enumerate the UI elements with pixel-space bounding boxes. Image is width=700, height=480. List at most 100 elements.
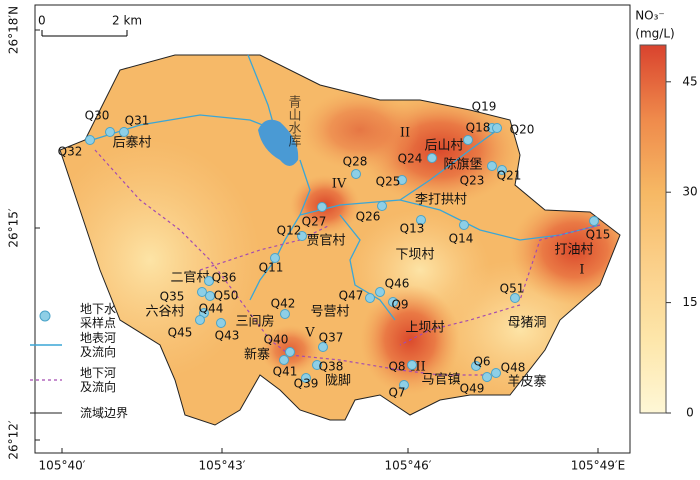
sample-point bbox=[205, 291, 215, 301]
latitude-label: 26°15′ bbox=[7, 208, 21, 248]
sample-label: Q25 bbox=[376, 175, 401, 189]
sample-point bbox=[459, 220, 469, 230]
colorbar-unit: (mg/L) bbox=[635, 27, 674, 41]
place-label: 母猪洞 bbox=[507, 316, 546, 331]
legend-sample-icon bbox=[39, 310, 51, 322]
sample-point bbox=[195, 315, 205, 325]
place-label: 后寨村 bbox=[112, 135, 151, 151]
sample-label: Q36 bbox=[212, 271, 237, 285]
sample-label: Q51 bbox=[500, 282, 525, 296]
place-label: 上坝村 bbox=[405, 321, 444, 336]
sample-label: Q43 bbox=[215, 329, 240, 343]
sample-point bbox=[351, 169, 361, 179]
scale-end: 2 km bbox=[112, 14, 142, 28]
colorbar-tick-label: 0 bbox=[686, 406, 694, 420]
sample-label: Q47 bbox=[339, 289, 364, 303]
zone-label: I bbox=[579, 263, 584, 278]
sample-point bbox=[492, 123, 502, 133]
sample-point bbox=[280, 309, 290, 319]
sample-label: Q12 bbox=[277, 224, 302, 238]
colorbar bbox=[639, 44, 667, 414]
reservoir-label: 青山水库 bbox=[286, 95, 302, 148]
sample-point bbox=[312, 360, 322, 370]
zone-label: II bbox=[400, 126, 410, 141]
sample-label: Q7 bbox=[388, 386, 405, 400]
sample-point bbox=[377, 201, 387, 211]
place-label: 号营村 bbox=[310, 305, 349, 320]
sample-point bbox=[589, 216, 599, 226]
place-label: 后山村 bbox=[424, 139, 463, 154]
sample-label: Q18 bbox=[466, 121, 491, 135]
sample-point bbox=[105, 127, 115, 137]
legend-label-line: 及流向 bbox=[80, 379, 116, 394]
sample-point bbox=[482, 372, 492, 382]
longitude-label: 105°49′E bbox=[571, 459, 625, 473]
sample-label: Q32 bbox=[58, 145, 83, 159]
legend-label: 地表河及流向 bbox=[80, 331, 116, 359]
sample-label: Q48 bbox=[501, 361, 526, 375]
sample-label: Q28 bbox=[343, 155, 368, 169]
sample-label: Q26 bbox=[356, 210, 381, 224]
underground-rivers bbox=[94, 149, 601, 376]
zone-label: IV bbox=[332, 177, 347, 192]
sample-point bbox=[407, 360, 417, 370]
place-label: 下坝村 bbox=[395, 248, 434, 263]
place-label: 三间房 bbox=[235, 314, 274, 330]
longitude-label: 105°43′ bbox=[199, 459, 246, 473]
sample-point bbox=[491, 368, 501, 378]
legend-label: 流域边界 bbox=[80, 406, 128, 420]
sample-point bbox=[388, 297, 398, 307]
legend-label-line: 采样点 bbox=[80, 315, 116, 330]
legend-label-line: 流域边界 bbox=[80, 406, 128, 420]
sample-label: Q44 bbox=[199, 302, 224, 316]
place-label: 陇脚 bbox=[325, 373, 351, 389]
place-label: 陈旗堡 bbox=[443, 157, 482, 173]
place-label: 羊皮寨 bbox=[507, 374, 546, 390]
sample-label: Q35 bbox=[160, 290, 185, 304]
sample-label: Q42 bbox=[271, 297, 296, 311]
sample-label: Q14 bbox=[449, 232, 474, 246]
colorbar-tick-label: 45 bbox=[682, 74, 697, 88]
legend-label-line: 地下河 bbox=[80, 366, 116, 380]
sample-label: Q27 bbox=[302, 215, 327, 229]
sample-point bbox=[510, 293, 520, 303]
sample-label: Q24 bbox=[398, 152, 423, 166]
place-label: 新寨 bbox=[244, 347, 270, 363]
sample-point bbox=[463, 135, 473, 145]
sample-label: Q49 bbox=[460, 382, 485, 396]
sample-label: Q19 bbox=[472, 100, 497, 114]
sample-label: Q50 bbox=[214, 289, 239, 303]
sample-point bbox=[285, 347, 295, 357]
sample-point bbox=[279, 355, 289, 365]
place-label: 马官镇 bbox=[421, 372, 460, 388]
sample-label: Q8 bbox=[388, 360, 405, 374]
legend-label: 地下河及流向 bbox=[80, 366, 116, 394]
legend-label: 地下水采样点 bbox=[80, 302, 116, 330]
sample-point bbox=[375, 287, 385, 297]
legend-label-line: 地下水 bbox=[80, 302, 116, 316]
sample-point bbox=[397, 175, 407, 185]
scale-start: 0 bbox=[38, 14, 46, 28]
place-label: 二官村 bbox=[170, 270, 209, 286]
rivers bbox=[91, 54, 601, 321]
longitude-label: 105°46′ bbox=[385, 459, 432, 473]
sample-label: Q9 bbox=[391, 298, 408, 312]
sample-point bbox=[471, 361, 481, 371]
sample-point bbox=[318, 342, 328, 352]
colorbar-tick-label: 30 bbox=[682, 185, 697, 199]
sample-label: Q45 bbox=[168, 326, 193, 340]
sample-point bbox=[301, 373, 311, 383]
sample-label: Q46 bbox=[385, 277, 410, 291]
sample-label: Q30 bbox=[85, 109, 110, 123]
sample-label: Q6 bbox=[473, 355, 490, 369]
sample-point bbox=[204, 276, 214, 286]
sample-label: Q15 bbox=[586, 228, 611, 242]
zone-label: V bbox=[304, 326, 315, 341]
sample-label: Q41 bbox=[273, 365, 298, 379]
sample-label: Q21 bbox=[497, 169, 522, 183]
sample-point bbox=[416, 215, 426, 225]
sample-point bbox=[365, 293, 375, 303]
legend-label-line: 及流向 bbox=[80, 344, 116, 359]
sample-label: Q13 bbox=[400, 222, 425, 236]
